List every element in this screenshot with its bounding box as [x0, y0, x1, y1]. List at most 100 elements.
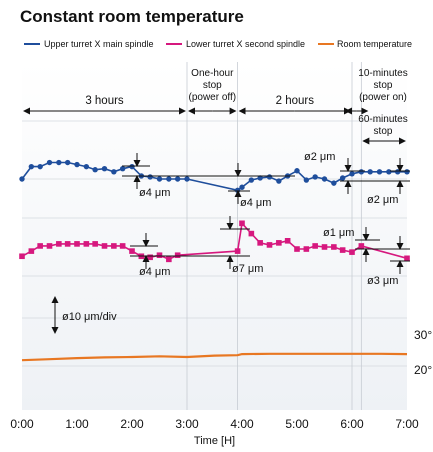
- data-point-upper: [74, 161, 80, 168]
- data-point-lower: [92, 241, 98, 247]
- data-point-upper: [19, 176, 25, 182]
- room-temperature-series: [21, 352, 408, 362]
- temp-tick-label: 30°: [414, 328, 432, 342]
- data-point-lower: [312, 243, 318, 249]
- data-point-lower: [74, 241, 80, 247]
- data-point-lower: [119, 243, 126, 249]
- data-point-lower: [339, 247, 346, 253]
- series-line-lower-spindle: [21, 221, 408, 261]
- x-tick-label: 4:00: [230, 417, 254, 431]
- data-point-upper: [119, 166, 126, 172]
- measure-label-upper: ø2 μm: [304, 151, 335, 163]
- data-point-upper: [294, 168, 300, 174]
- data-point-upper: [321, 176, 328, 182]
- data-point-lower: [37, 243, 43, 249]
- data-point-lower: [266, 242, 273, 248]
- data-point-upper: [312, 174, 318, 180]
- axes: 0:00 1:00 2:00 3:00 4:00 5:00 6:00 7:00 Time [H]…: [10, 328, 432, 447]
- measure-label-lower: ø1 μm: [323, 227, 354, 239]
- x-tick-label: 6:00: [340, 417, 364, 431]
- temp-tick-label: 20°: [414, 363, 432, 377]
- legend-label-room: Room temperature: [337, 39, 412, 49]
- x-tick-label: 7:00: [395, 417, 419, 431]
- legend: Upper turret X main spindle Lower turret…: [24, 39, 412, 49]
- data-point-upper: [376, 169, 383, 175]
- plot-background: [22, 62, 407, 410]
- phase-label: (power off): [188, 92, 236, 103]
- data-point-upper: [367, 169, 373, 175]
- x-tick-label: 3:00: [175, 417, 199, 431]
- data-point-lower: [147, 254, 153, 261]
- data-point-lower: [276, 240, 282, 246]
- data-point-lower: [19, 253, 25, 260]
- data-point-lower: [129, 248, 135, 254]
- measure-label-upper: ø4 μm: [240, 197, 271, 209]
- data-point-lower: [83, 241, 90, 247]
- legend-label-lower: Lower turret X second spindle: [186, 39, 305, 49]
- data-point-upper: [46, 159, 53, 166]
- data-point-lower: [174, 252, 181, 259]
- data-point-upper: [92, 167, 98, 173]
- data-point-lower: [404, 255, 410, 262]
- measure-label-lower: ø7 μm: [232, 263, 263, 275]
- grid: [22, 62, 407, 410]
- data-point-lower: [156, 252, 163, 259]
- data-point-lower: [166, 256, 172, 263]
- data-point-upper: [64, 159, 71, 166]
- data-point-lower: [284, 238, 291, 244]
- data-point-lower: [46, 243, 53, 249]
- data-point-lower: [349, 249, 355, 255]
- data-point-lower: [248, 230, 255, 237]
- data-point-upper: [111, 169, 117, 175]
- data-point-upper: [129, 163, 135, 170]
- data-point-lower: [239, 220, 245, 227]
- data-point-lower: [101, 243, 108, 249]
- chart-title: Constant room temperature: [20, 7, 244, 26]
- data-point-upper: [156, 176, 163, 182]
- data-point-upper: [166, 176, 172, 182]
- data-point-upper: [37, 163, 43, 170]
- phase-label: (power on): [359, 92, 407, 103]
- measure-label-upper: ø2 μm: [367, 194, 398, 206]
- data-point-upper: [349, 171, 355, 177]
- data-point-lower: [56, 241, 62, 247]
- data-point-lower: [257, 240, 263, 246]
- data-point-lower: [28, 248, 35, 254]
- phase-label: stop: [203, 80, 222, 91]
- phase-label: 60-minutes: [358, 114, 407, 125]
- data-point-upper: [404, 169, 410, 175]
- data-point-upper: [331, 180, 337, 186]
- x-tick-label: 1:00: [65, 417, 89, 431]
- data-point-lower: [321, 244, 328, 250]
- data-point-upper: [386, 169, 392, 175]
- data-point-upper: [257, 175, 263, 181]
- phase-label: 10-minutes: [358, 68, 407, 79]
- data-point-upper: [303, 177, 310, 183]
- measurement-annotations: ø10 μm/div ø4 μm ø4 μm ø2 μm ø2 μm ø4 μm ø7 μm…: [51, 151, 410, 334]
- data-point-upper: [101, 166, 108, 172]
- data-point-upper: [358, 169, 365, 175]
- data-point-lower: [294, 246, 300, 252]
- data-point-upper: [174, 176, 181, 182]
- data-point-lower: [111, 243, 117, 249]
- data-point-upper: [266, 174, 273, 180]
- series-line-room-temperature: [21, 352, 408, 362]
- data-point-upper: [28, 163, 35, 170]
- phase-label: stop: [374, 126, 393, 137]
- measure-label-upper: ø4 μm: [139, 187, 170, 199]
- data-point-lower: [64, 241, 71, 247]
- data-point-lower: [234, 248, 241, 254]
- data-point-upper: [56, 159, 62, 166]
- phase-label: stop: [374, 80, 393, 91]
- data-point-upper: [248, 177, 255, 183]
- phase-label: 3 hours: [85, 95, 124, 107]
- measure-label-lower: ø4 μm: [139, 266, 170, 278]
- data-point-upper: [147, 174, 153, 180]
- data-point-upper: [83, 163, 90, 170]
- x-tick-label: 5:00: [285, 417, 309, 431]
- data-point-upper: [239, 184, 245, 190]
- data-point-upper: [276, 178, 282, 184]
- data-point-lower: [358, 243, 365, 249]
